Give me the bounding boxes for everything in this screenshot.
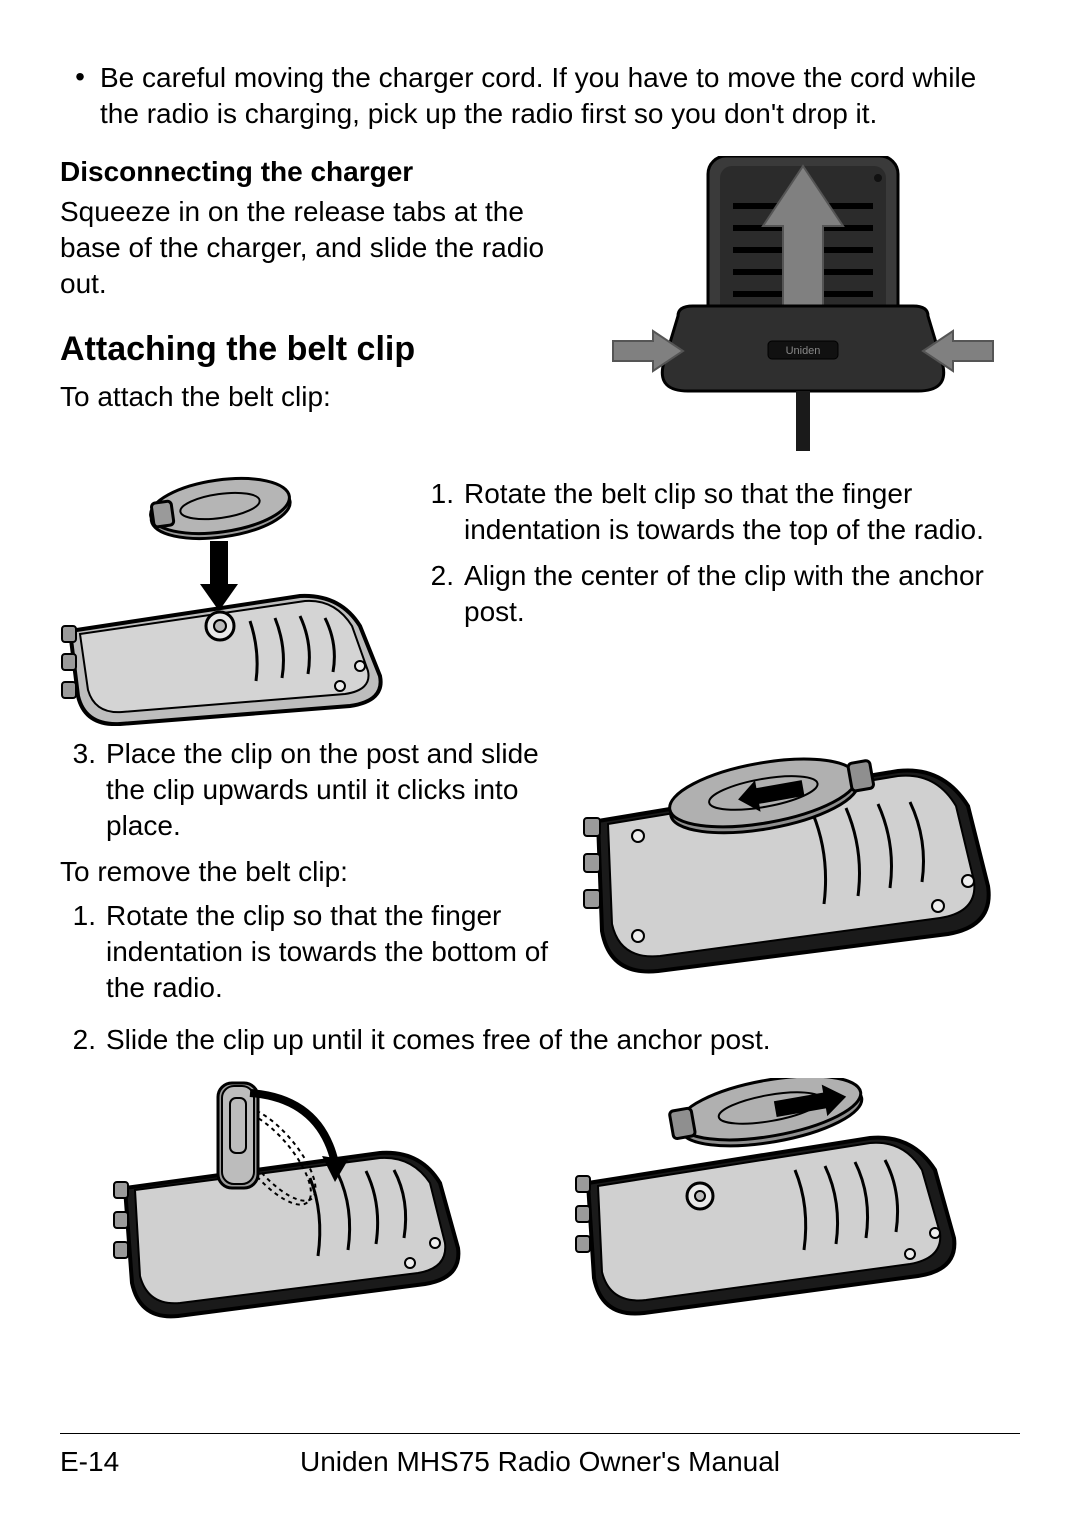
rotate-clip-figure	[110, 1078, 470, 1328]
step-text: Slide the clip up until it comes free of…	[106, 1022, 771, 1058]
attach-intro: To attach the belt clip:	[60, 379, 580, 415]
step-number: 2.	[60, 1022, 106, 1058]
attach-heading: Attaching the belt clip	[60, 330, 580, 369]
step-number: 3.	[60, 736, 106, 772]
attach-step-3-col: 3. Place the clip on the post and slide …	[60, 736, 550, 1016]
step-number: 2.	[418, 558, 464, 594]
manual-title: Uniden MHS75 Radio Owner's Manual	[200, 1446, 880, 1478]
remove-figures	[60, 1078, 1020, 1328]
disconnect-section: Disconnecting the charger Squeeze in on …	[60, 156, 1020, 456]
caution-bullet: • Be careful moving the charger cord. If…	[60, 60, 1020, 132]
step-text: Place the clip on the post and slide the…	[106, 736, 550, 844]
attach-step-3-row: 3. Place the clip on the post and slide …	[60, 736, 1020, 1016]
page-number: E-14	[60, 1446, 200, 1478]
belt-clip-slide-icon	[578, 736, 998, 976]
charger-illustration-icon: Uniden	[608, 156, 998, 456]
step-number: 1.	[418, 476, 464, 512]
svg-text:Uniden: Uniden	[786, 345, 821, 357]
belt-clip-slide-figure	[578, 736, 998, 976]
attach-steps-1-2-row: 1. Rotate the belt clip so that the fing…	[60, 476, 1020, 726]
charger-figure: Uniden	[608, 156, 998, 456]
remove-intro: To remove the belt clip:	[60, 854, 550, 890]
page-content: • Be careful moving the charger cord. If…	[60, 60, 1020, 1328]
disconnect-heading: Disconnecting the charger	[60, 156, 580, 188]
attach-step-3: 3. Place the clip on the post and slide …	[60, 736, 550, 844]
footer-rule	[60, 1433, 1020, 1434]
belt-clip-align-icon	[60, 476, 390, 726]
step-text: Rotate the belt clip so that the finger …	[464, 476, 1020, 548]
disconnect-body: Squeeze in on the release tabs at the ba…	[60, 194, 580, 302]
attach-step-2: 2. Align the center of the clip with the…	[418, 558, 1020, 630]
slide-off-icon	[570, 1078, 970, 1328]
page-footer: E-14 Uniden MHS75 Radio Owner's Manual	[60, 1446, 1020, 1478]
remove-step-1: 1. Rotate the clip so that the finger in…	[60, 898, 550, 1006]
slide-off-figure	[570, 1078, 970, 1328]
attach-steps-1-2: 1. Rotate the belt clip so that the fing…	[418, 476, 1020, 640]
rotate-clip-icon	[110, 1078, 470, 1328]
bullet-dot-icon: •	[60, 60, 100, 94]
remove-step-2: 2. Slide the clip up until it comes free…	[60, 1022, 1020, 1058]
attach-step-1: 1. Rotate the belt clip so that the fing…	[418, 476, 1020, 548]
step-number: 1.	[60, 898, 106, 934]
step-text: Rotate the clip so that the finger inden…	[106, 898, 550, 1006]
step-text: Align the center of the clip with the an…	[464, 558, 1020, 630]
belt-clip-align-figure	[60, 476, 390, 726]
caution-text: Be careful moving the charger cord. If y…	[100, 60, 1020, 132]
